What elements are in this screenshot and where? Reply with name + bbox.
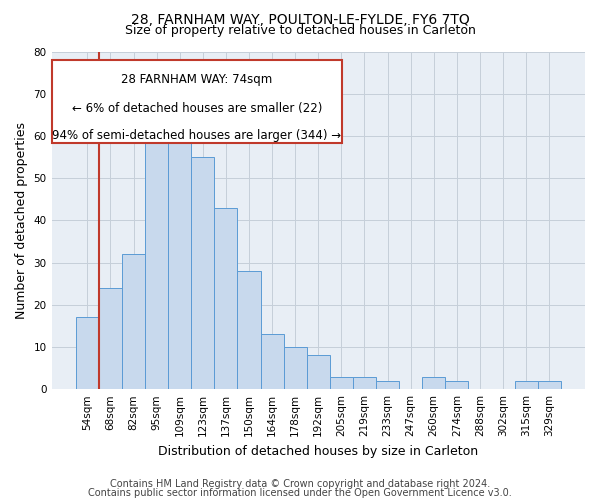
Bar [191, 157, 214, 389]
Bar [168, 128, 191, 389]
Bar [353, 376, 376, 389]
Bar [538, 380, 561, 389]
Bar [122, 254, 145, 389]
Bar [214, 208, 238, 389]
X-axis label: Distribution of detached houses by size in Carleton: Distribution of detached houses by size … [158, 444, 478, 458]
Bar [422, 376, 445, 389]
Bar [260, 334, 284, 389]
Text: ← 6% of detached houses are smaller (22): ← 6% of detached houses are smaller (22) [72, 102, 322, 115]
Text: 28 FARNHAM WAY: 74sqm: 28 FARNHAM WAY: 74sqm [121, 74, 272, 86]
Text: 94% of semi-detached houses are larger (344) →: 94% of semi-detached houses are larger (… [52, 129, 341, 142]
Y-axis label: Number of detached properties: Number of detached properties [15, 122, 28, 319]
FancyBboxPatch shape [52, 60, 342, 142]
Bar [238, 271, 260, 389]
Bar [99, 288, 122, 389]
Bar [330, 376, 353, 389]
Text: Contains public sector information licensed under the Open Government Licence v3: Contains public sector information licen… [88, 488, 512, 498]
Text: Size of property relative to detached houses in Carleton: Size of property relative to detached ho… [125, 24, 475, 37]
Bar [76, 318, 99, 389]
Bar [307, 356, 330, 389]
Bar [445, 380, 469, 389]
Bar [515, 380, 538, 389]
Bar [145, 136, 168, 389]
Bar [376, 380, 399, 389]
Text: Contains HM Land Registry data © Crown copyright and database right 2024.: Contains HM Land Registry data © Crown c… [110, 479, 490, 489]
Text: 28, FARNHAM WAY, POULTON-LE-FYLDE, FY6 7TQ: 28, FARNHAM WAY, POULTON-LE-FYLDE, FY6 7… [131, 12, 469, 26]
Bar [284, 347, 307, 389]
